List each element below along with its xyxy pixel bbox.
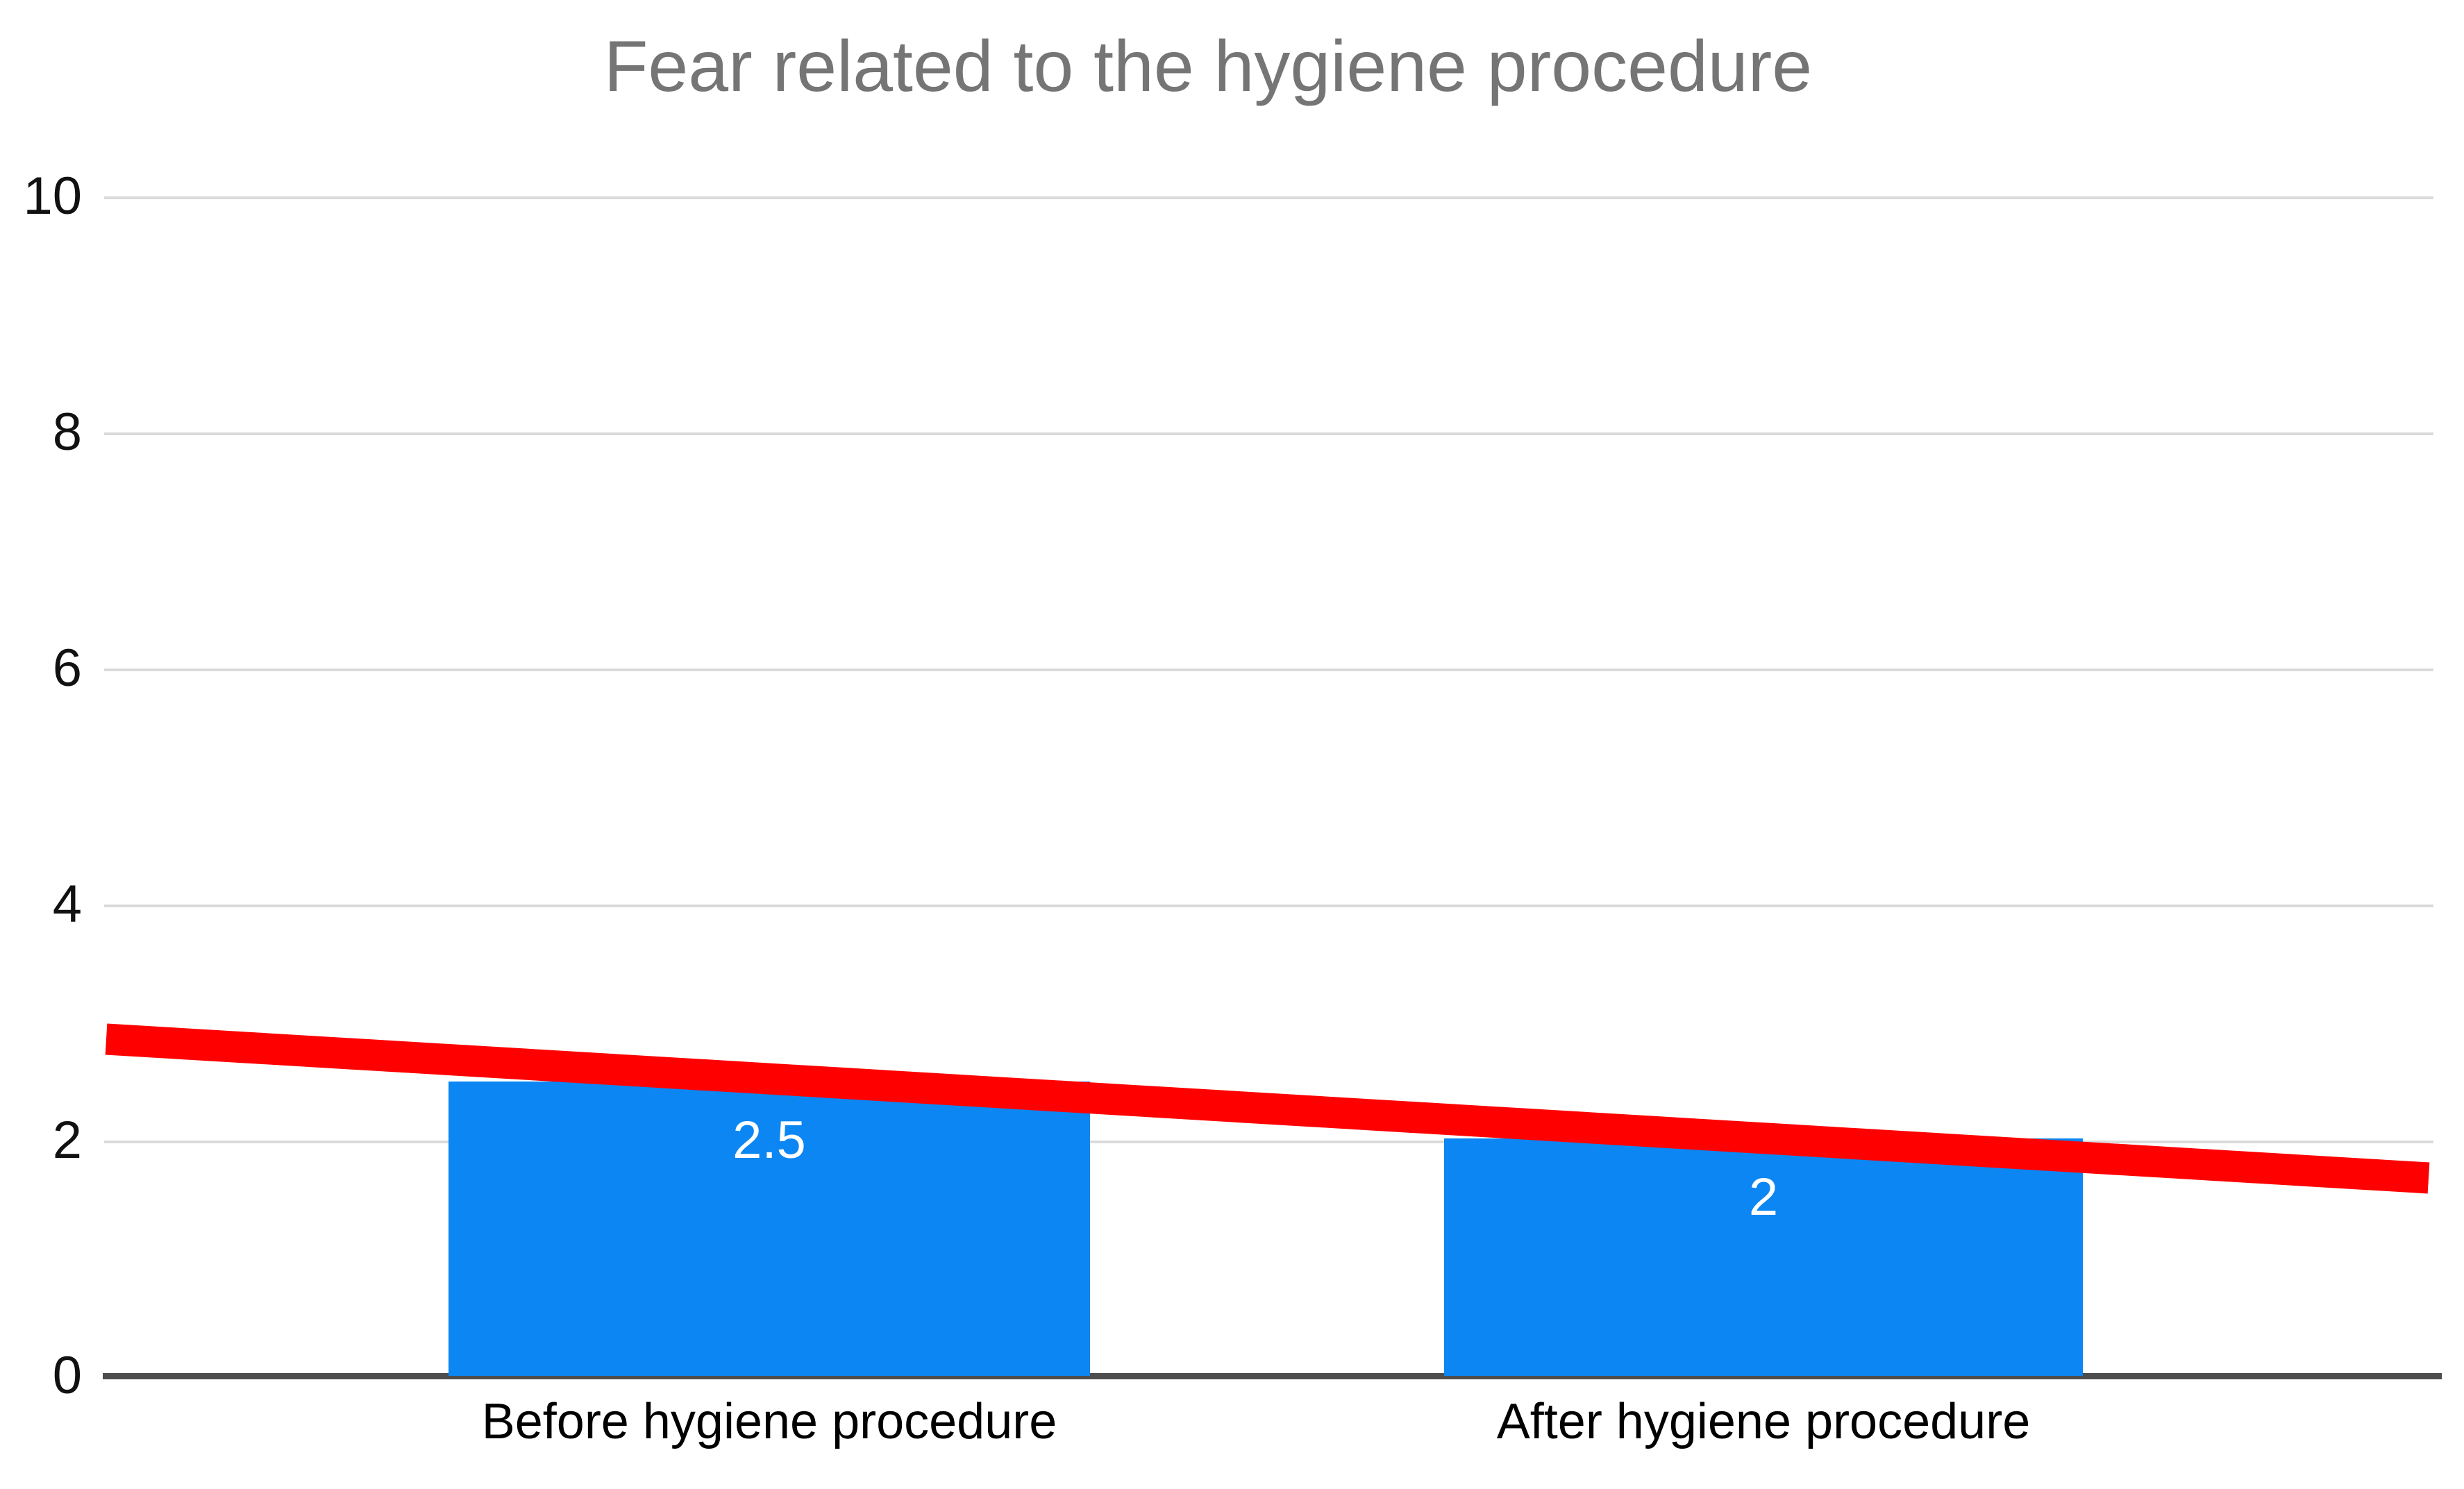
gridline-6 (104, 668, 2433, 671)
bar-value-label-before: 2.5 (732, 1111, 806, 1170)
gridline-10 (104, 196, 2433, 199)
y-tick-label-6: 6 (52, 639, 82, 698)
bar-after-hygiene-procedure[interactable]: 2 (1444, 1138, 2083, 1376)
y-tick-label-8: 8 (52, 403, 82, 462)
gridline-4 (104, 905, 2433, 907)
y-tick-label-10: 10 (23, 167, 82, 226)
x-axis-label-after: After hygiene procedure (1496, 1394, 2031, 1449)
chart-title: Fear related to the hygiene procedure (603, 26, 1813, 107)
x-axis-label-before: Before hygiene procedure (481, 1394, 1057, 1449)
y-tick-label-2: 2 (52, 1111, 82, 1170)
x-axis-line (103, 1373, 2442, 1379)
bar-before-hygiene-procedure[interactable]: 2.5 (449, 1082, 1090, 1376)
gridline-8 (104, 432, 2433, 435)
y-tick-label-4: 4 (52, 875, 82, 934)
bar-value-label-after: 2 (1748, 1168, 1779, 1227)
y-tick-label-0: 0 (52, 1346, 82, 1405)
